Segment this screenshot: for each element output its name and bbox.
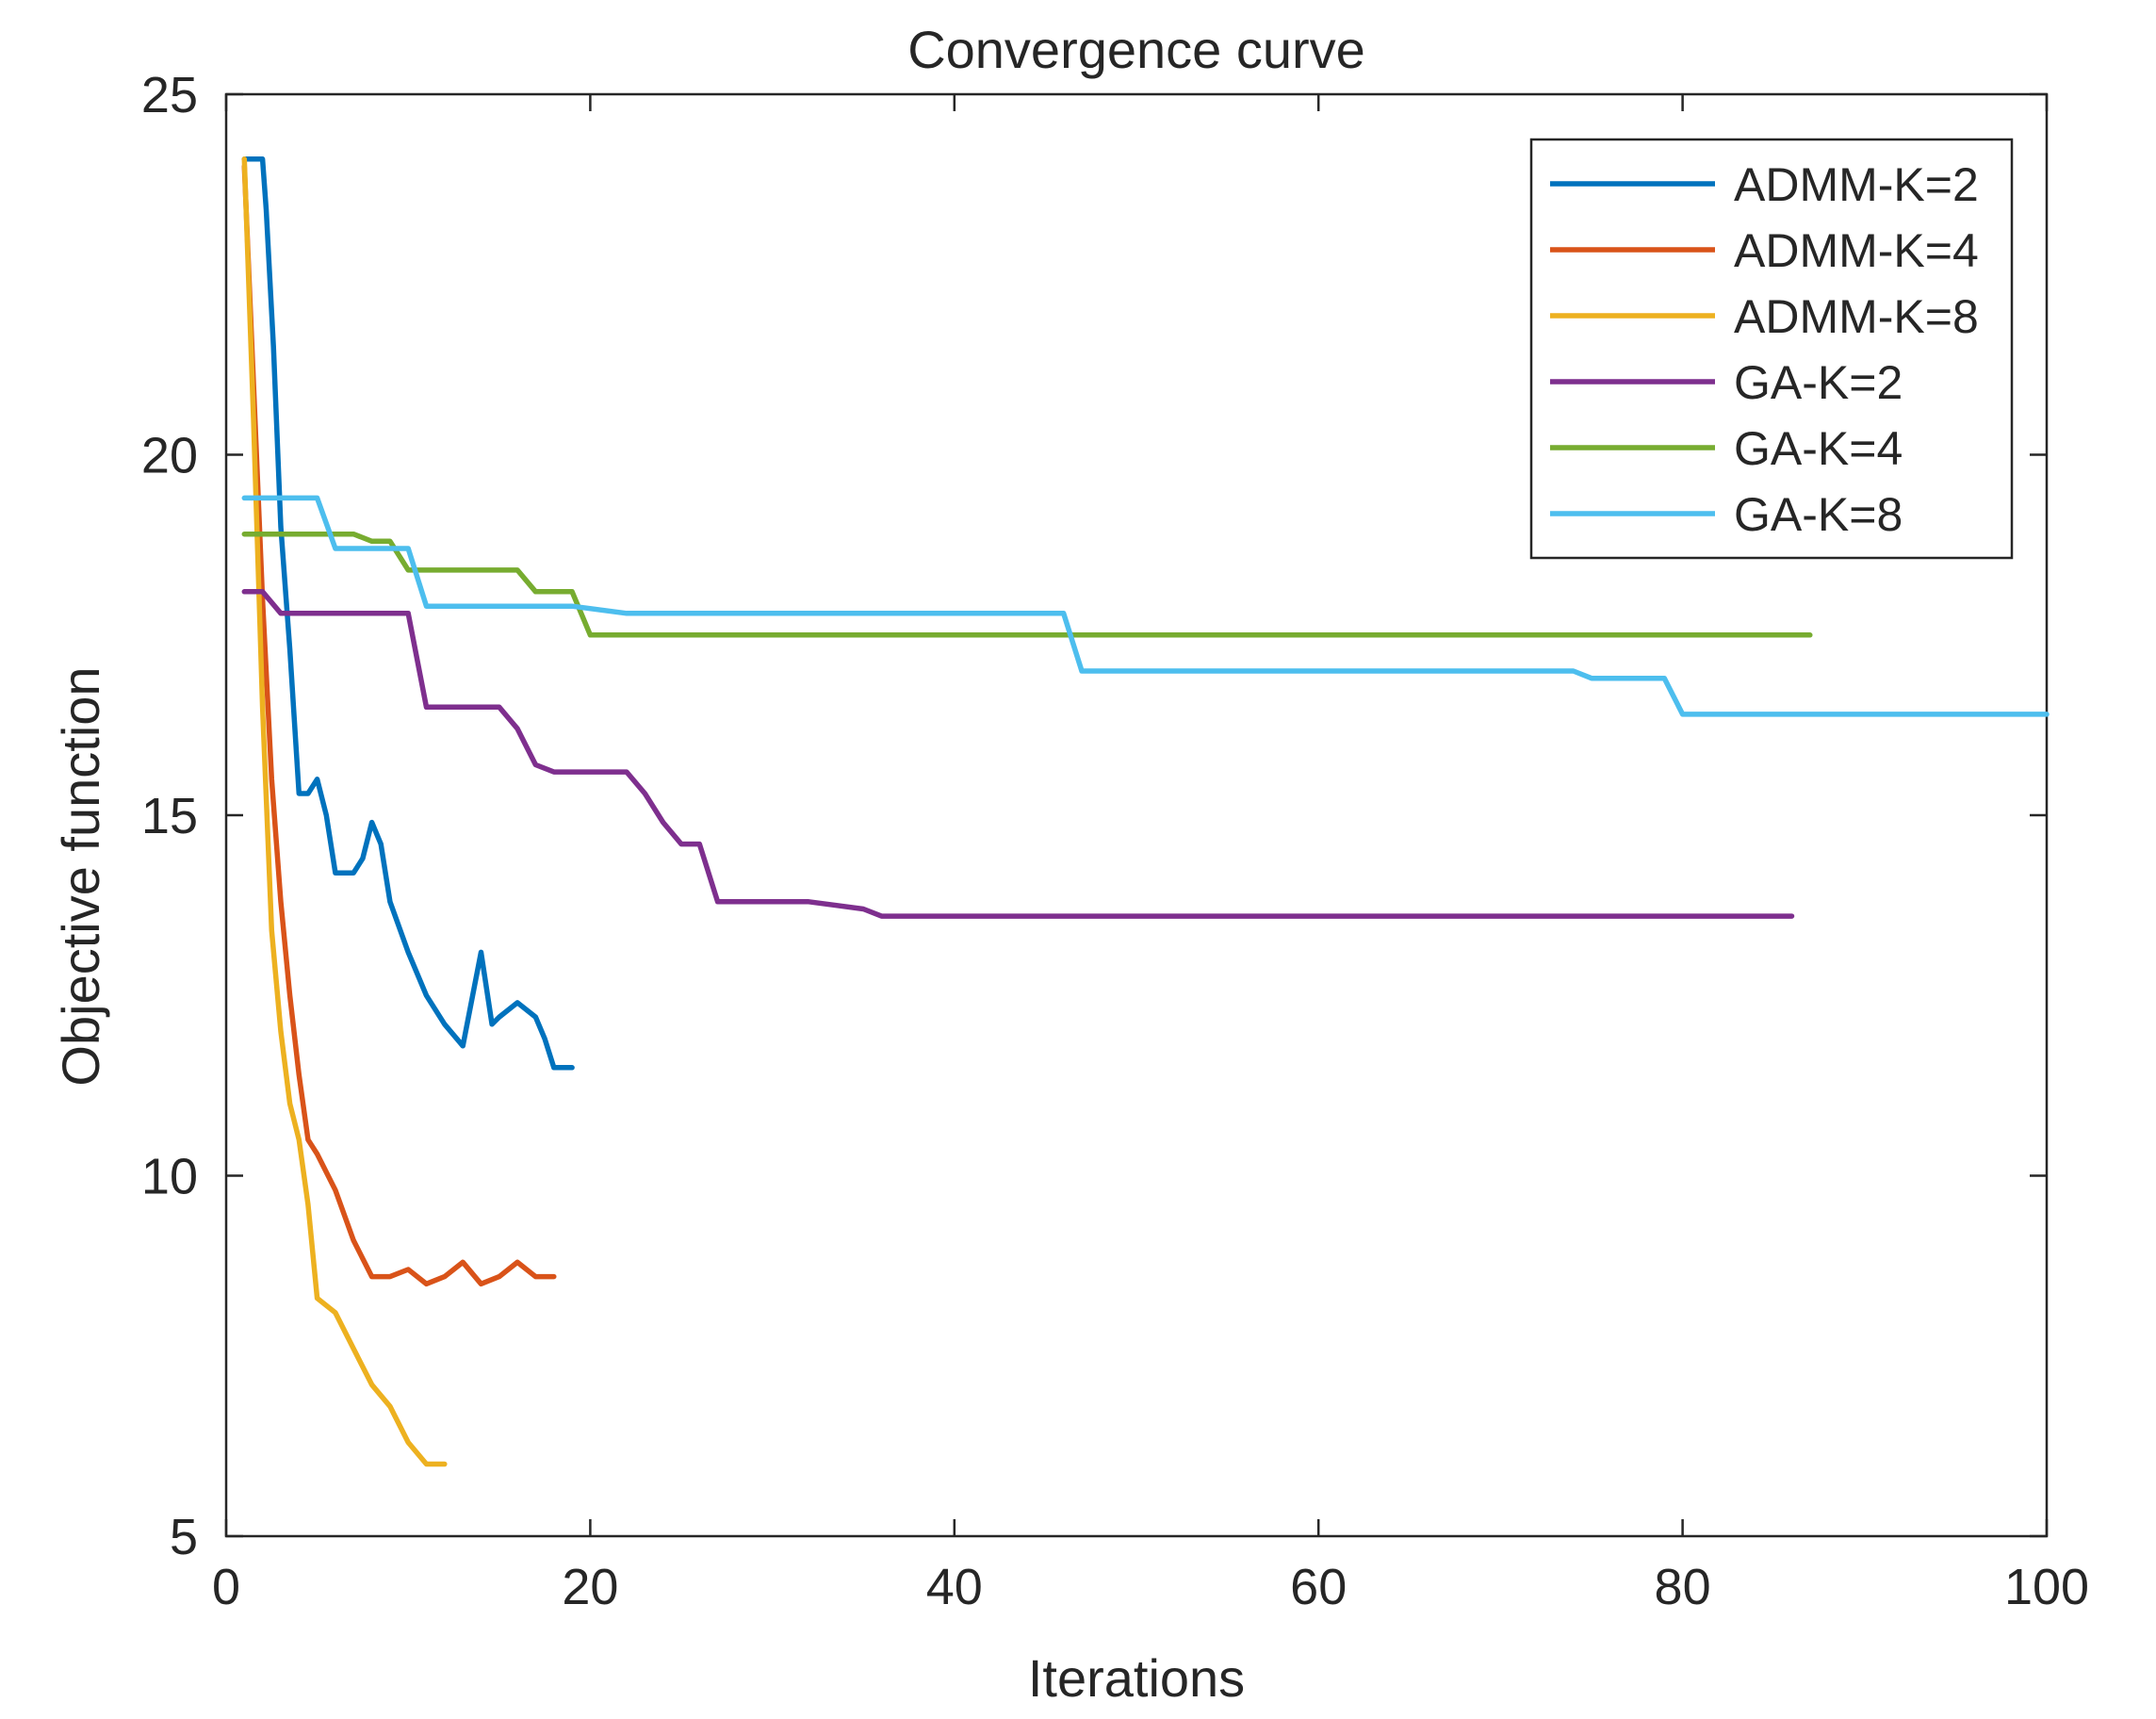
y-axis-label: Objective function <box>51 666 110 1086</box>
series-line-admm-k-8 <box>241 156 448 1467</box>
series-line-admm-k-2 <box>241 156 575 1071</box>
y-tick-label: 5 <box>170 1509 198 1565</box>
legend-box <box>1529 138 2014 560</box>
y-tick-label: 25 <box>141 67 198 123</box>
legend-entry-label: GA-K=4 <box>1734 422 1903 475</box>
legend: ADMM-K=2 ADMM-K=4 ADMM-K=8 GA-K=2 GA-K=4 GA-K… <box>1529 138 2014 560</box>
x-tick-label: 100 <box>2004 1559 2089 1615</box>
x-axis-label: Iterations <box>1028 1648 1245 1708</box>
y-tick-label: 10 <box>141 1149 198 1205</box>
y-tick-label: 20 <box>141 428 198 484</box>
series-line-ga-k-4 <box>241 531 1813 638</box>
series-line-ga-k-2 <box>241 589 1795 919</box>
x-tick-label: 60 <box>1290 1559 1347 1615</box>
legend-entry-label: GA-K=2 <box>1734 356 1903 409</box>
legend-entry-label: ADMM-K=8 <box>1734 290 1979 343</box>
chart-title: Convergence curve <box>907 20 1365 79</box>
series-line-admm-k-4 <box>241 163 557 1287</box>
x-tick-label: 40 <box>926 1559 983 1615</box>
x-tick-label: 20 <box>562 1559 618 1615</box>
legend-entry-label: GA-K=8 <box>1734 488 1903 541</box>
x-tick-label: 80 <box>1655 1559 1711 1615</box>
legend-entry-label: ADMM-K=4 <box>1734 224 1979 277</box>
series-line-ga-k-8 <box>241 495 2050 717</box>
x-tick-label: 0 <box>212 1559 240 1615</box>
legend-entry-label: ADMM-K=2 <box>1734 158 1979 211</box>
y-tick-label: 15 <box>141 788 198 844</box>
